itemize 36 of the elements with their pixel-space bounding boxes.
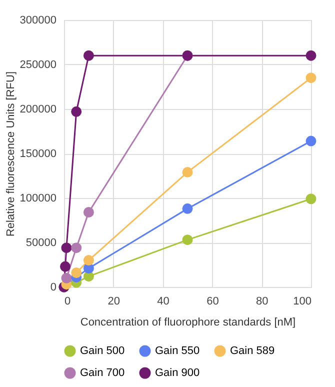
y-axis-title: Relative fluorescence Units [RFU]: [4, 71, 17, 237]
point: [71, 242, 82, 254]
y-tick-label: 200000: [20, 104, 56, 116]
point: [306, 136, 316, 146]
legend-label: Gain 589: [230, 345, 275, 357]
point: [83, 207, 94, 218]
legend-label: Gain 900: [155, 367, 200, 379]
y-tick-label: 250000: [20, 59, 56, 71]
x-tick-label: 80: [256, 296, 268, 308]
point: [182, 166, 193, 178]
point: [83, 50, 94, 61]
point: [71, 268, 82, 278]
point: [306, 50, 316, 61]
x-axis-title: Concentration of fluorophore standards [nM]: [80, 316, 296, 328]
point: [182, 234, 193, 246]
legend-label: Gain 550: [155, 345, 200, 357]
legend-label: Gain 500: [80, 345, 125, 357]
point: [61, 272, 72, 284]
x-tick-label: 20: [108, 296, 120, 308]
y-tick-label: 150000: [20, 148, 56, 160]
x-tick-label: 100: [293, 296, 312, 308]
point: [83, 255, 94, 266]
y-tick-label: 50000: [26, 237, 56, 249]
y-tick-label: 100000: [20, 192, 56, 204]
point: [306, 194, 316, 204]
point: [61, 242, 72, 254]
point: [182, 203, 193, 214]
point: [60, 261, 70, 272]
x-tick-label: 60: [206, 296, 219, 308]
point: [306, 72, 316, 84]
y-tick-label: 300000: [20, 14, 56, 26]
y-tick-label: 0: [50, 282, 56, 294]
x-tick-label: 0: [64, 296, 71, 308]
point: [71, 106, 82, 117]
x-tick-label: 40: [157, 296, 170, 308]
legend-label: Gain 700: [80, 367, 125, 379]
